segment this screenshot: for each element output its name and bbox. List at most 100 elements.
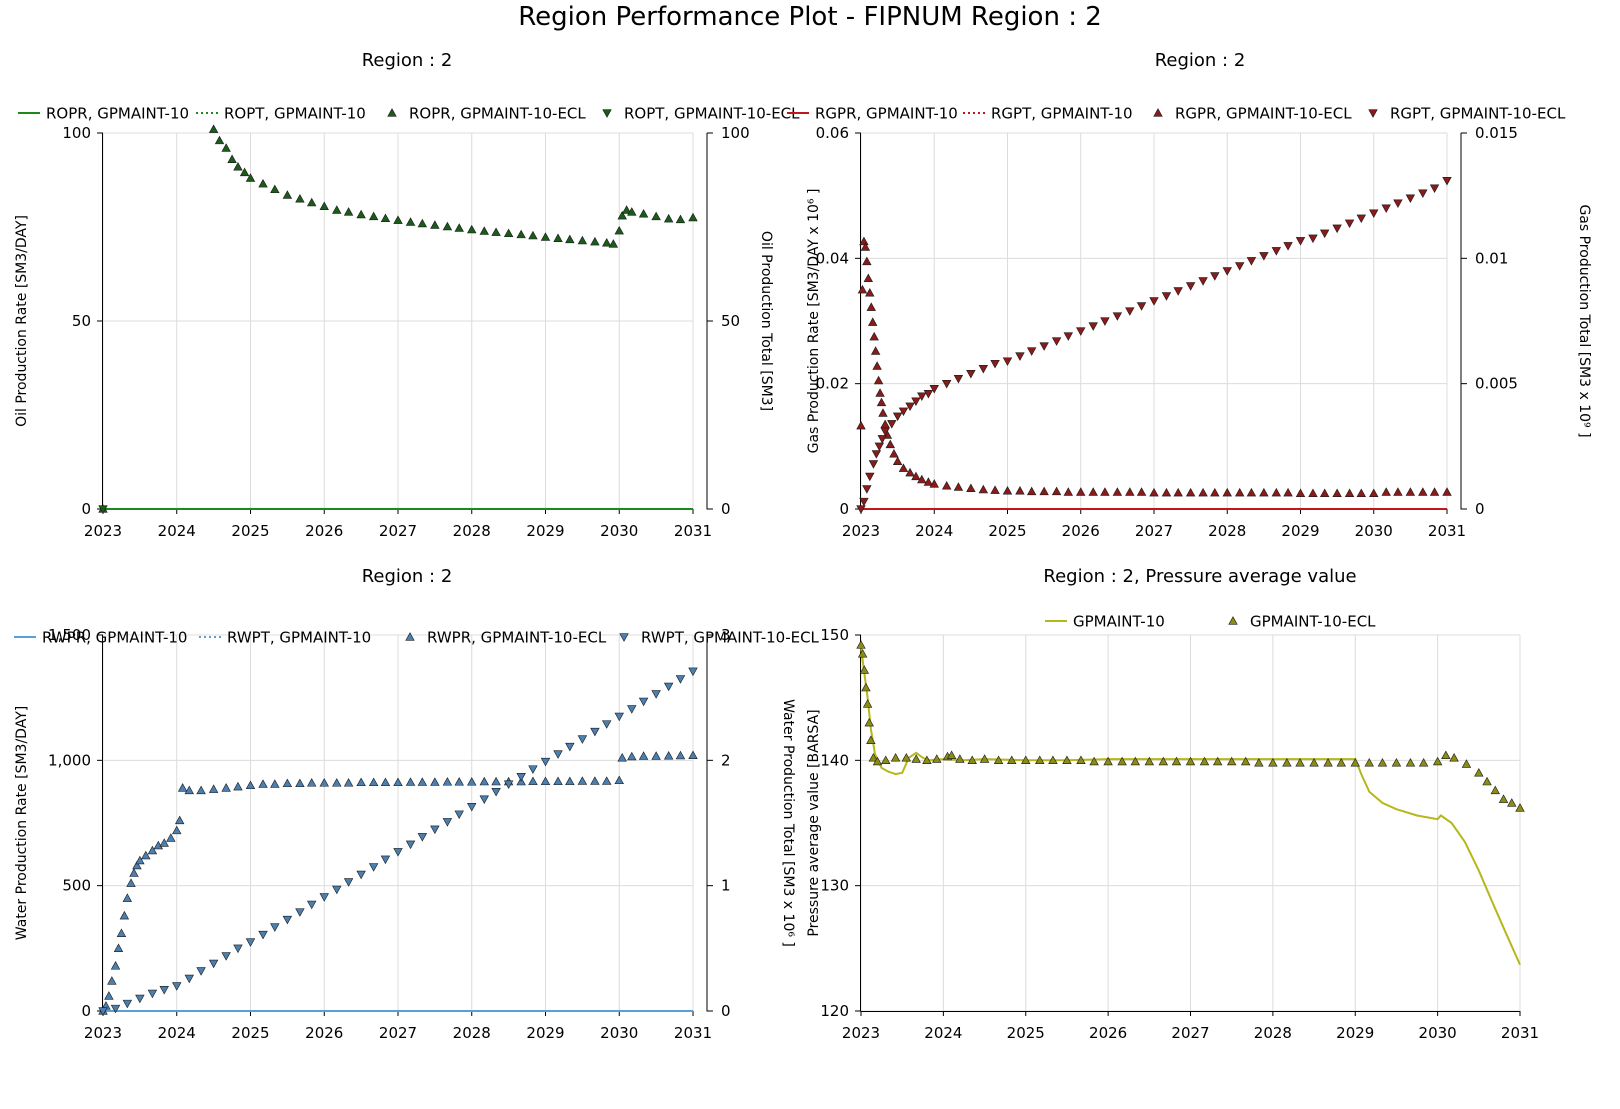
x-tick-label: 2024	[924, 1024, 962, 1042]
data-point	[885, 439, 896, 449]
data-point	[442, 818, 453, 827]
data-point	[270, 923, 280, 932]
data-point	[865, 472, 875, 482]
data-point	[1210, 487, 1220, 497]
data-point	[1259, 252, 1269, 261]
data-point	[865, 287, 875, 297]
data-point	[107, 976, 117, 985]
data-point	[905, 402, 915, 412]
y2-axis-label: Gas Production Total [SM3 x 10⁹ ]	[1576, 204, 1592, 437]
data-point	[876, 397, 887, 407]
y-tick-label: 140	[820, 751, 849, 769]
data-point	[467, 777, 477, 786]
data-point	[147, 989, 158, 999]
y2-tick-label: 3	[721, 626, 731, 644]
data-point	[1185, 282, 1196, 291]
data-point	[856, 640, 866, 649]
data-point	[1173, 287, 1183, 296]
legend-label: RGPT, GPMAINT-10	[991, 105, 1133, 123]
data-point	[1319, 488, 1330, 497]
x-tick-label: 2023	[84, 522, 122, 540]
data-point	[856, 420, 866, 430]
data-point	[208, 959, 219, 969]
y2-tick-label: 0	[1475, 500, 1485, 518]
data-point	[233, 162, 243, 171]
legend-label: ROPR, GPMAINT-10-ECL	[409, 105, 586, 123]
legend-label: RWPR, GPMAINT-10-ECL	[427, 629, 607, 647]
data-point	[1076, 755, 1086, 764]
data-point	[172, 982, 182, 991]
data-point	[1185, 487, 1196, 497]
data-point	[1418, 189, 1428, 198]
data-point	[405, 840, 416, 850]
data-point	[1246, 487, 1257, 497]
y-tick-label: 0.02	[816, 375, 849, 393]
data-point	[922, 755, 932, 764]
data-point	[380, 777, 391, 787]
data-point	[214, 135, 225, 145]
legend-label: GPMAINT-10	[1073, 613, 1165, 631]
data-point	[1076, 487, 1086, 496]
data-point	[1391, 758, 1402, 767]
y2-tick-label: 100	[721, 124, 750, 142]
y2-tick-label: 2	[721, 751, 731, 769]
data-point	[617, 753, 627, 762]
data-point	[880, 427, 890, 437]
data-point	[221, 143, 231, 152]
data-point	[929, 385, 939, 394]
data-point	[1112, 312, 1123, 321]
data-point	[688, 212, 698, 222]
data-point	[1212, 756, 1223, 766]
data-point	[282, 915, 293, 925]
legend-marker	[602, 109, 612, 118]
data-point	[491, 227, 501, 236]
data-point	[491, 788, 501, 797]
y2-tick-label: 0	[721, 500, 731, 518]
series-2	[856, 236, 1452, 497]
data-point	[430, 777, 440, 786]
y2-tick-label: 0.01	[1475, 249, 1508, 267]
x-tick-label: 2031	[674, 1024, 712, 1042]
data-point	[174, 815, 185, 825]
data-point	[135, 855, 145, 865]
data-point	[307, 778, 317, 787]
data-point	[1449, 753, 1459, 762]
data-point	[1418, 487, 1428, 496]
data-point	[1442, 487, 1452, 496]
data-point	[343, 207, 354, 216]
legend-label: ROPT, GPMAINT-10-ECL	[624, 105, 800, 123]
data-point	[892, 456, 903, 466]
data-point	[614, 775, 624, 785]
data-point	[129, 868, 139, 877]
data-point	[282, 778, 293, 788]
data-point	[978, 364, 989, 374]
data-point	[503, 780, 514, 789]
data-point	[864, 717, 874, 727]
data-point	[1369, 488, 1379, 497]
data-point	[1076, 327, 1086, 336]
data-point	[862, 699, 873, 708]
legend-marker	[387, 108, 397, 117]
data-point	[270, 779, 280, 788]
x-tick-label: 2029	[1281, 522, 1319, 540]
data-point	[540, 757, 551, 767]
x-tick-label: 2026	[305, 522, 343, 540]
data-point	[1319, 229, 1330, 239]
data-point	[923, 477, 934, 486]
y2-tick-label: 0.015	[1475, 124, 1518, 142]
x-tick-label: 2030	[600, 522, 638, 540]
data-point	[1282, 758, 1292, 767]
data-point	[1369, 209, 1379, 219]
data-point	[1063, 332, 1074, 341]
data-point	[590, 776, 600, 785]
data-point	[675, 675, 686, 684]
data-point	[1393, 487, 1403, 496]
data-point	[955, 754, 965, 763]
data-point	[1490, 785, 1500, 795]
data-point	[380, 855, 391, 865]
legend-label: RWPT, GPMAINT-10-ECL	[641, 629, 820, 647]
data-point	[638, 697, 649, 707]
data-point	[1295, 237, 1306, 246]
data-point	[159, 986, 169, 995]
